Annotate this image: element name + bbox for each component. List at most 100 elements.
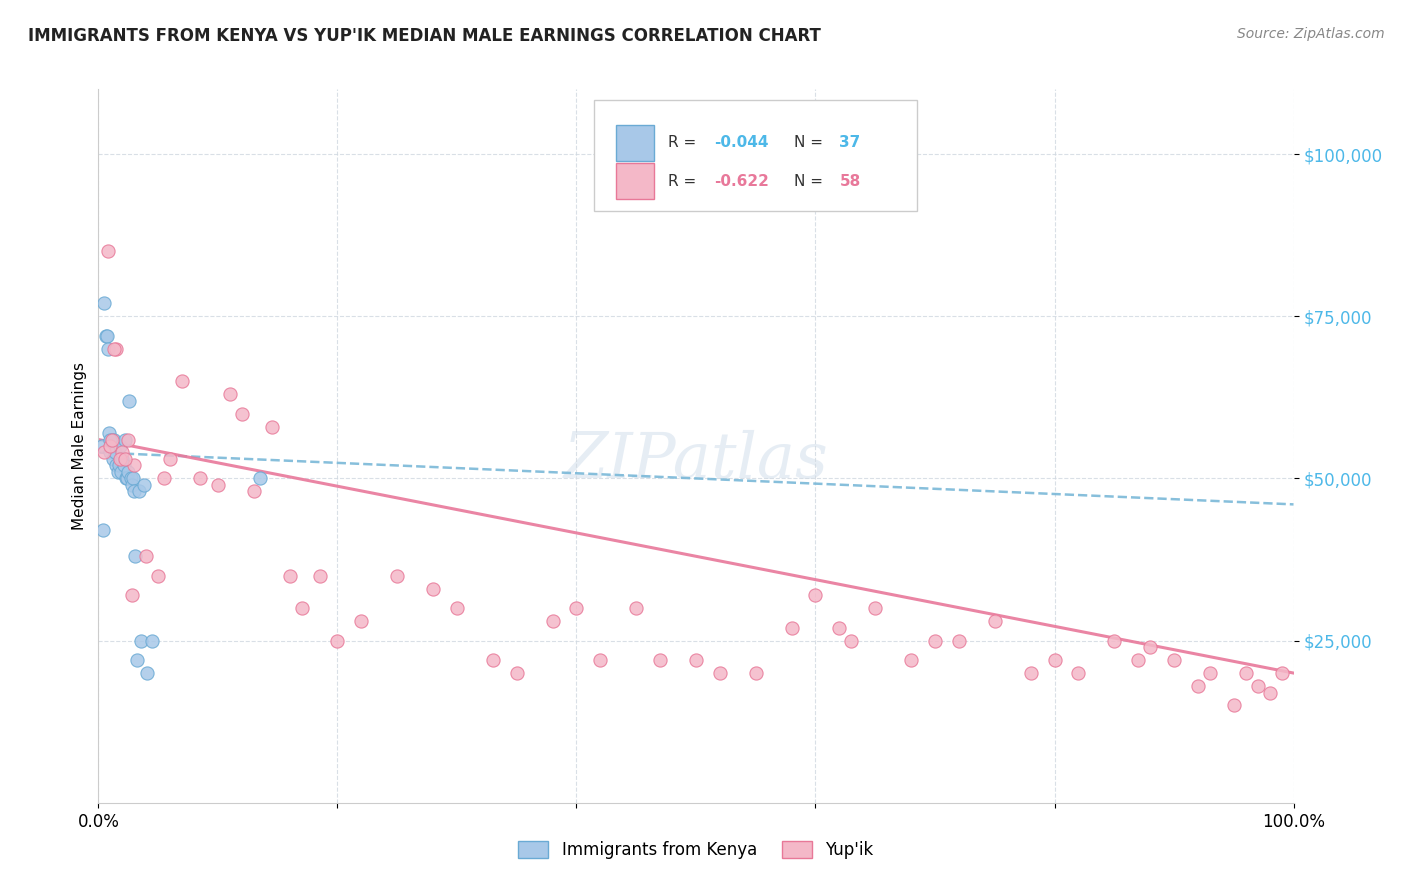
Point — [219, 387, 242, 401]
Point — [188, 471, 211, 485]
Point — [124, 549, 146, 564]
Point — [120, 471, 142, 485]
Point — [121, 478, 143, 492]
Point — [125, 653, 148, 667]
Point — [117, 433, 139, 447]
Text: 37: 37 — [839, 136, 860, 150]
Point — [97, 342, 120, 356]
Point — [124, 484, 146, 499]
Text: IMMIGRANTS FROM KENYA VS YUP'IK MEDIAN MALE EARNINGS CORRELATION CHART: IMMIGRANTS FROM KENYA VS YUP'IK MEDIAN M… — [28, 27, 821, 45]
Point — [260, 419, 283, 434]
Point — [153, 471, 176, 485]
Point — [1271, 666, 1294, 681]
Point — [172, 374, 194, 388]
Point — [100, 433, 122, 447]
Point — [98, 439, 122, 453]
Text: Source: ZipAtlas.com: Source: ZipAtlas.com — [1237, 27, 1385, 41]
Point — [1019, 666, 1042, 681]
Y-axis label: Median Male Earnings: Median Male Earnings — [72, 362, 87, 530]
Point — [1234, 666, 1257, 681]
Point — [94, 328, 117, 343]
Point — [107, 465, 129, 479]
Point — [626, 601, 648, 615]
Point — [804, 588, 827, 602]
Point — [98, 433, 122, 447]
Bar — [616, 125, 654, 161]
Point — [98, 445, 122, 459]
Point — [589, 653, 612, 667]
Point — [114, 433, 136, 447]
Point — [1247, 679, 1270, 693]
Point — [128, 484, 150, 499]
Point — [207, 478, 229, 492]
Point — [506, 666, 529, 681]
Point — [124, 458, 146, 473]
Point — [385, 568, 409, 582]
Point — [685, 653, 707, 667]
Point — [650, 653, 672, 667]
Point — [103, 342, 125, 356]
Text: 58: 58 — [839, 174, 860, 188]
Text: N =: N = — [794, 174, 828, 188]
Point — [96, 328, 118, 343]
Point — [112, 458, 135, 473]
Point — [107, 458, 129, 473]
Point — [841, 633, 863, 648]
Point — [1163, 653, 1185, 667]
Point — [114, 452, 136, 467]
Point — [136, 666, 159, 681]
Point — [122, 471, 145, 485]
Point — [105, 342, 128, 356]
Point — [900, 653, 922, 667]
Point — [131, 633, 153, 648]
Point — [148, 568, 170, 582]
Point — [243, 484, 266, 499]
Point — [118, 393, 141, 408]
Bar — [616, 163, 654, 199]
Point — [141, 633, 163, 648]
Point — [1199, 666, 1222, 681]
Point — [103, 433, 125, 447]
FancyBboxPatch shape — [595, 100, 917, 211]
Point — [865, 601, 887, 615]
Point — [1187, 679, 1209, 693]
Point — [98, 425, 121, 440]
Point — [291, 601, 314, 615]
Point — [117, 465, 139, 479]
Point — [780, 621, 803, 635]
Point — [110, 465, 132, 479]
Point — [159, 452, 181, 467]
Point — [422, 582, 444, 596]
Point — [91, 439, 114, 453]
Point — [111, 445, 134, 459]
Point — [308, 568, 330, 582]
Point — [828, 621, 851, 635]
Point — [350, 614, 373, 628]
Text: R =: R = — [668, 136, 702, 150]
Point — [1104, 633, 1126, 648]
Point — [948, 633, 970, 648]
Point — [108, 439, 131, 453]
Point — [709, 666, 731, 681]
Point — [121, 588, 143, 602]
Text: -0.622: -0.622 — [714, 174, 769, 188]
Point — [745, 666, 768, 681]
Point — [135, 549, 157, 564]
Text: N =: N = — [794, 136, 828, 150]
Point — [132, 478, 155, 492]
Point — [115, 471, 138, 485]
Point — [91, 524, 114, 538]
Legend: Immigrants from Kenya, Yup'ik: Immigrants from Kenya, Yup'ik — [512, 834, 880, 866]
Point — [97, 244, 120, 259]
Text: ZIPatlas: ZIPatlas — [564, 429, 828, 491]
Point — [1258, 685, 1281, 699]
Point — [93, 296, 115, 310]
Point — [1223, 698, 1246, 713]
Point — [108, 452, 131, 467]
Point — [1067, 666, 1090, 681]
Point — [115, 471, 138, 485]
Point — [231, 407, 253, 421]
Point — [105, 458, 128, 473]
Point — [100, 433, 122, 447]
Point — [482, 653, 505, 667]
